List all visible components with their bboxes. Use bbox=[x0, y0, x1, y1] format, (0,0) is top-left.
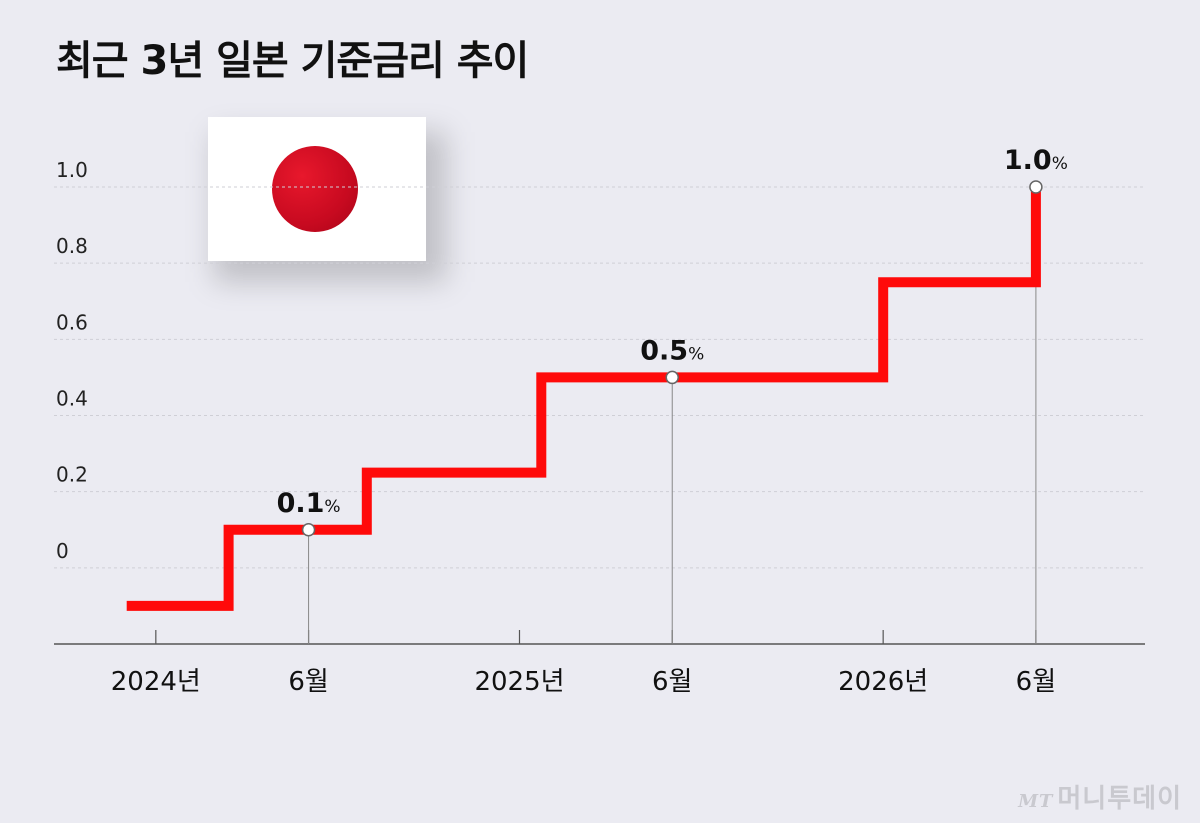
y-tick-label: 0 bbox=[56, 539, 69, 563]
x-tick-label: 2025년 bbox=[474, 667, 564, 697]
x-tick-label: 2024년 bbox=[111, 667, 201, 697]
series-line bbox=[126, 187, 1041, 611]
y-tick-label: 0.8 bbox=[56, 234, 88, 258]
x-tick-label: 2026년 bbox=[838, 667, 928, 697]
page-title: 최근 3년 일본 기준금리 추이 bbox=[56, 38, 529, 84]
publisher-logo: MT 머니투데이 bbox=[1018, 778, 1182, 815]
data-label: 1.0% bbox=[1004, 145, 1068, 176]
x-tick-label: 6월 bbox=[1016, 667, 1056, 697]
annotations: 0.1% 0.5% 1.0% bbox=[277, 145, 1068, 537]
grid-lines bbox=[54, 186, 1145, 569]
japan-flag-icon bbox=[208, 117, 426, 261]
flag-sun-disc bbox=[272, 146, 358, 232]
logo-mark: MT bbox=[1018, 791, 1054, 812]
data-point bbox=[301, 523, 316, 537]
x-tick-label: 6월 bbox=[652, 667, 692, 697]
y-tick-label: 0.2 bbox=[56, 463, 88, 487]
data-label: 0.1% bbox=[277, 488, 341, 519]
x-axis bbox=[54, 630, 1145, 645]
logo-text: 머니투데이 bbox=[1057, 784, 1182, 814]
y-tick-label: 0.4 bbox=[56, 387, 88, 411]
y-tick-label: 1.0 bbox=[56, 158, 88, 182]
y-tick-label: 0.6 bbox=[56, 310, 88, 334]
data-point bbox=[665, 370, 679, 385]
y-tick-labels: 1.0 0.8 0.6 0.4 0.2 0 bbox=[56, 158, 88, 563]
series bbox=[126, 187, 1041, 611]
data-label: 0.5% bbox=[640, 335, 704, 366]
data-point bbox=[1029, 180, 1043, 194]
x-tick-label: 6월 bbox=[288, 667, 328, 697]
x-tick-labels: 2024년 6월 2025년 6월 2026년 6월 bbox=[111, 667, 1056, 697]
